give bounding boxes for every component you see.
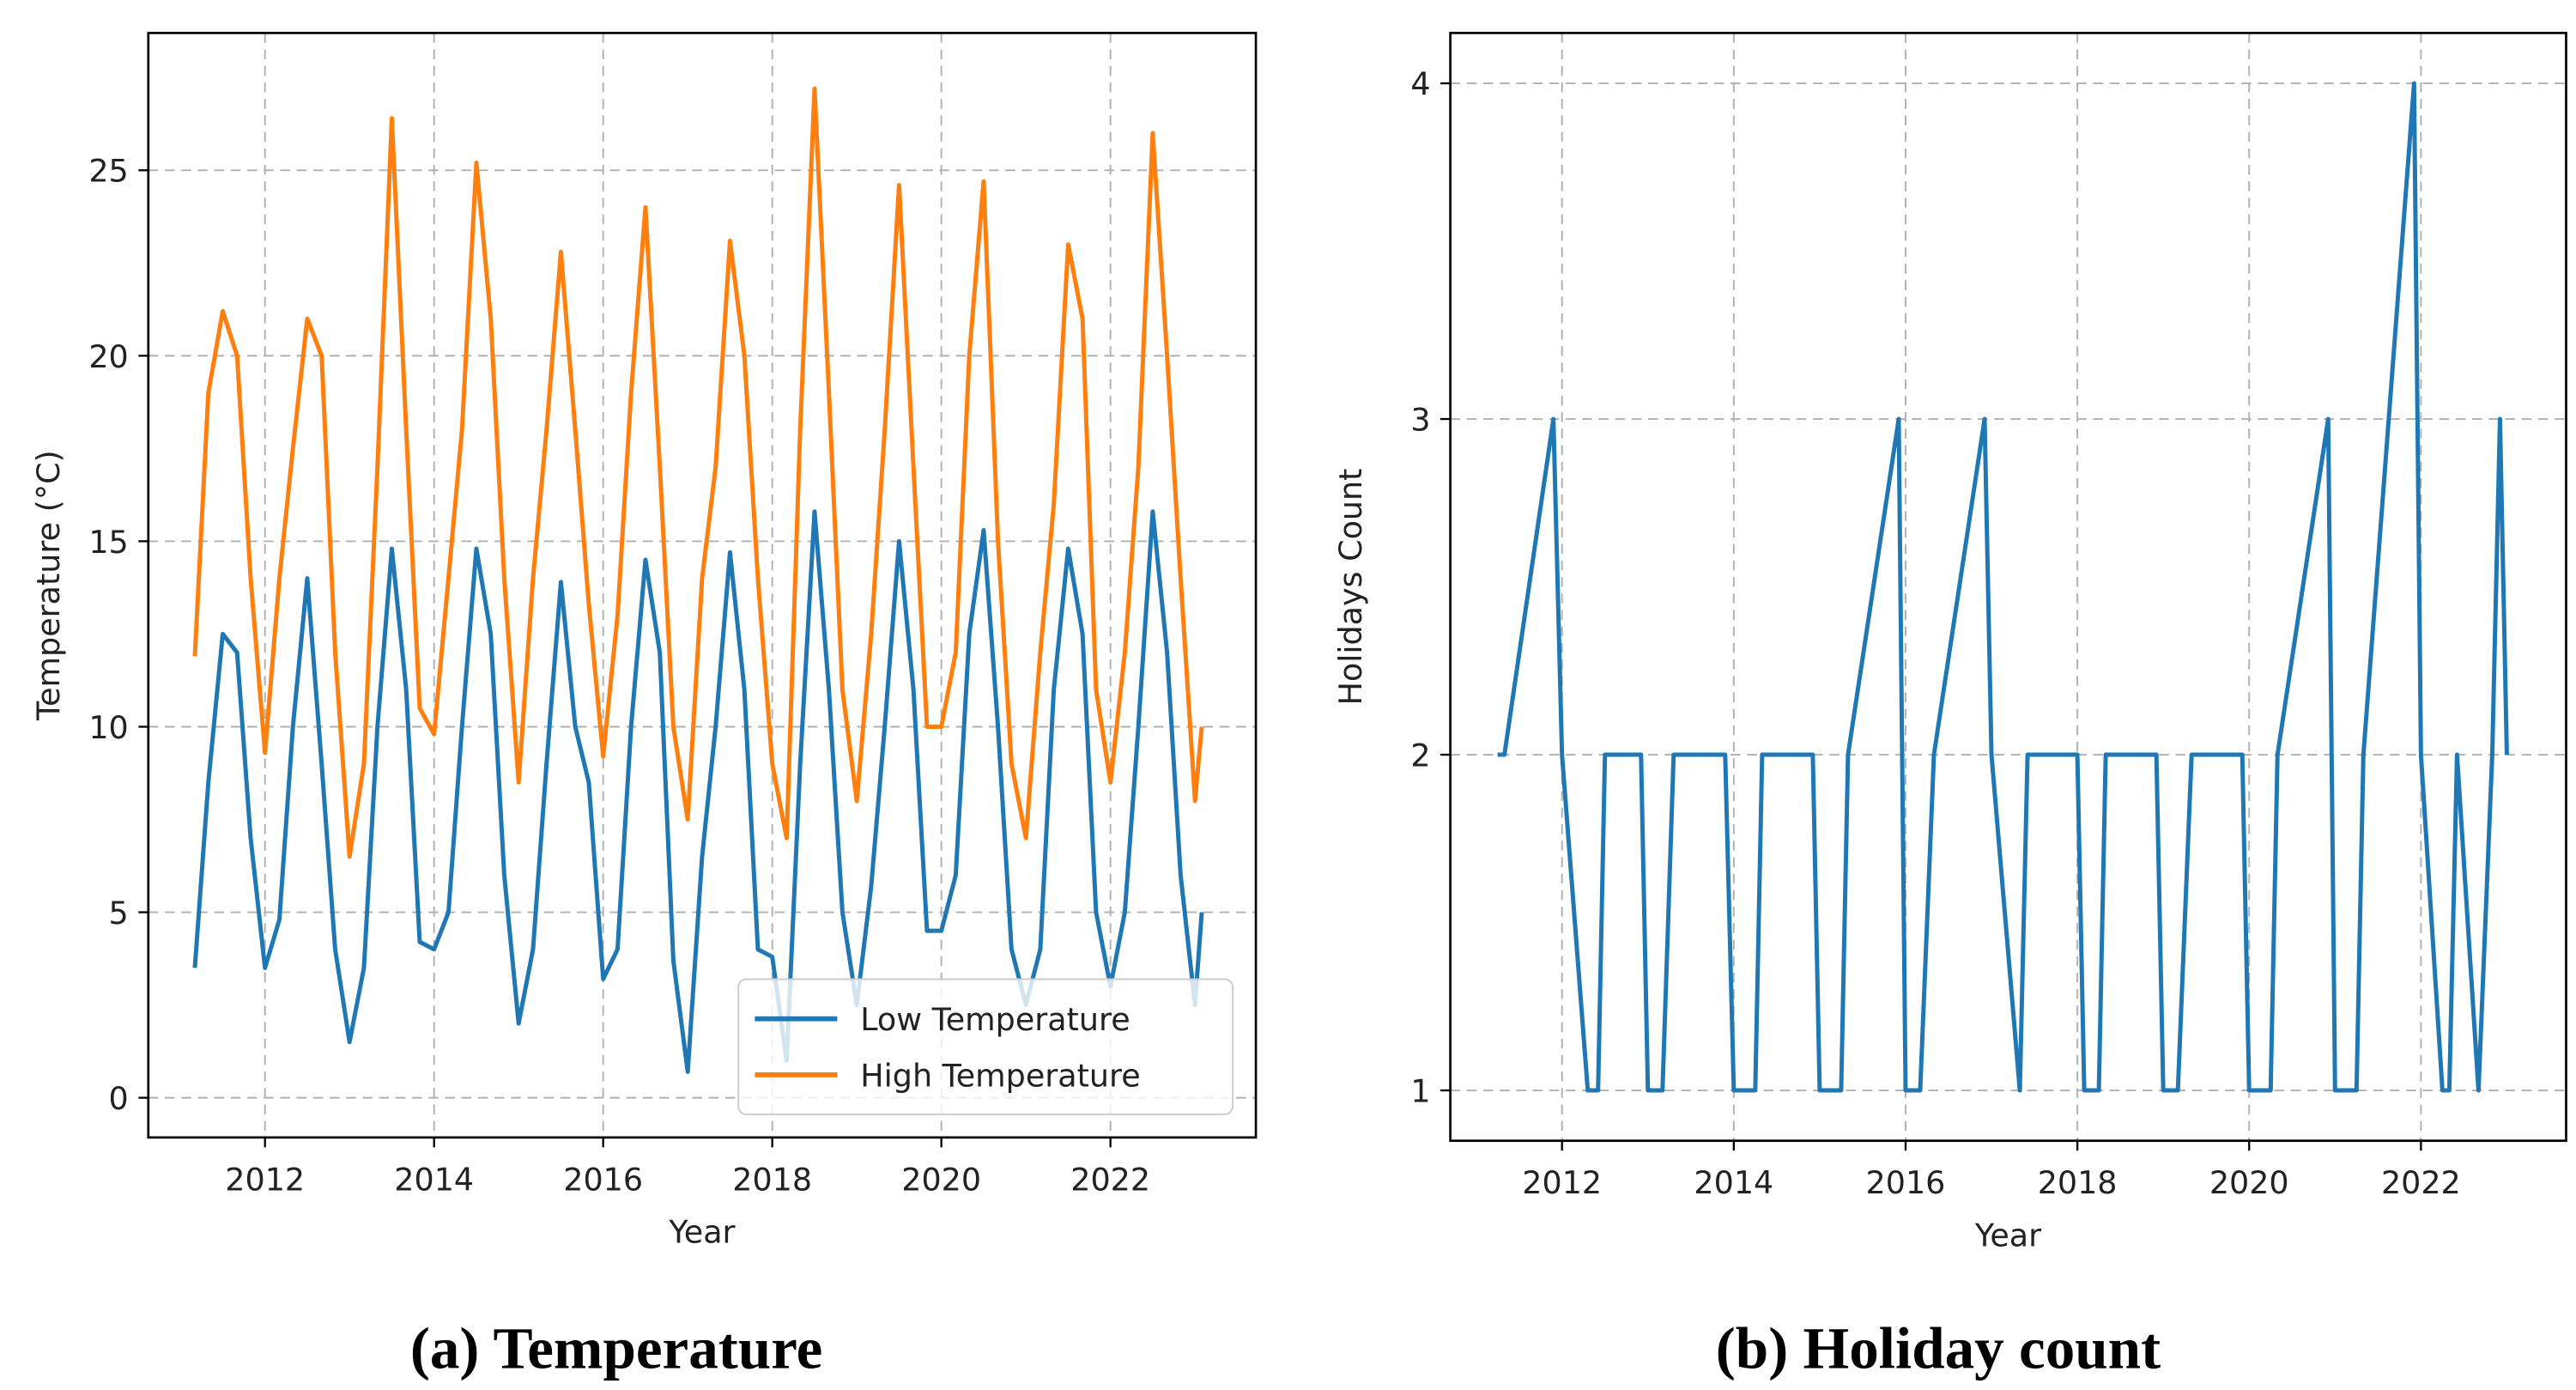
x-tick-label: 2018	[2038, 1164, 2118, 1201]
x-tick-label: 2022	[1070, 1161, 1150, 1198]
y-axis-label: Temperature (°C)	[30, 450, 67, 721]
y-tick-label: 2	[1410, 737, 1430, 774]
legend-box	[737, 978, 1234, 1115]
y-tick-label: 1	[1410, 1072, 1430, 1109]
plot-frame	[1449, 32, 2567, 1143]
x-tick-label: 2012	[1522, 1164, 1602, 1201]
legend-label: Low Temperature	[860, 1001, 1130, 1038]
x-tick-label: 2016	[1866, 1164, 1946, 1201]
data-line	[1497, 81, 2509, 1093]
y-tick-label: 20	[88, 338, 128, 375]
y-axis-label: Holidays Count	[1332, 469, 1369, 706]
x-axis-label: Year	[668, 1214, 735, 1251]
y-tick-label: 10	[88, 709, 128, 746]
x-tick-label: 2014	[394, 1161, 474, 1198]
x-tick-label: 2020	[2209, 1164, 2289, 1201]
x-axis-label: Year	[1974, 1217, 2041, 1254]
caption: (a) Temperature	[410, 1315, 822, 1381]
y-tick-label: 4	[1410, 65, 1430, 102]
x-tick-label: 2022	[2381, 1164, 2461, 1201]
y-tick-label: 25	[88, 153, 128, 190]
data-line	[192, 509, 1204, 1074]
x-tick-label: 2014	[1694, 1164, 1773, 1201]
legend-label: High Temperature	[860, 1057, 1140, 1094]
x-tick-label: 2016	[563, 1161, 643, 1198]
x-tick-label: 2018	[732, 1161, 812, 1198]
y-tick-label: 3	[1410, 401, 1430, 438]
plot-frame	[147, 32, 1258, 1139]
caption: (b) Holiday count	[1716, 1315, 2161, 1381]
y-tick-label: 0	[109, 1080, 129, 1117]
y-tick-label: 15	[88, 524, 128, 561]
x-tick-label: 2020	[901, 1161, 981, 1198]
data-line	[192, 86, 1204, 859]
x-tick-label: 2012	[225, 1161, 305, 1198]
y-tick-label: 5	[109, 895, 129, 932]
